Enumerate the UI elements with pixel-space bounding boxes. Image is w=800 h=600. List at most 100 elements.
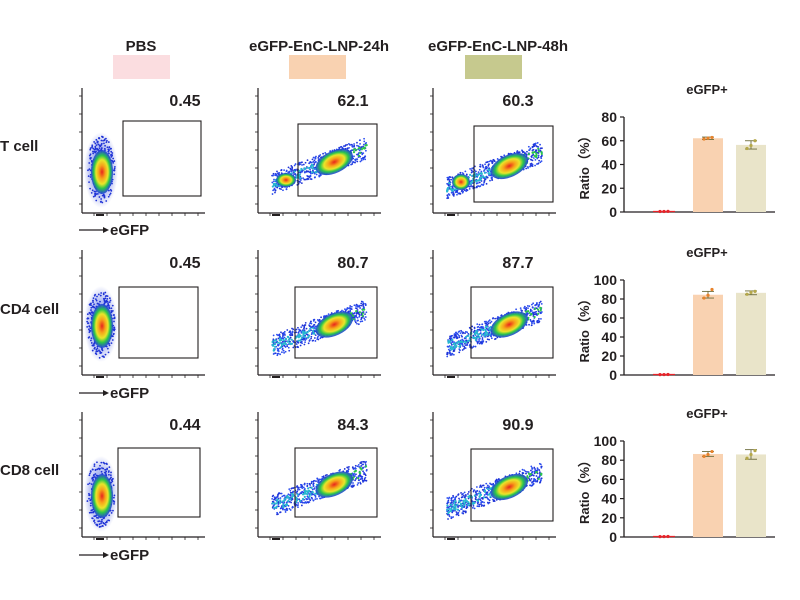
data-point [710,287,714,292]
egfp-axis-label-2: eGFP [79,385,149,402]
flow-plots: 0.45 62.1 60.3 0.45 80.7 87.7 0.44 84.3 90.9 [79,88,556,540]
egfp-label-2: eGFP [110,385,149,402]
flow-plot-r1-c2: 62.1 [255,88,381,216]
y-tick-label: 60 [601,310,617,326]
y-tick-label: 80 [601,452,617,468]
gate [470,286,554,359]
flow-plot-r2-c2: 80.7 [255,250,381,378]
flow-plot-r2-c1: 0.45 [79,250,205,378]
flow-plot-r1-c1: 0.45 [79,88,205,216]
y-axis-label: Ratio（%） [577,292,592,362]
y-tick-label: 20 [601,510,617,526]
data-point [749,143,753,148]
data-point [666,372,670,377]
y-tick-label: 100 [594,433,618,449]
data-point [753,449,757,453]
gate-percentage: 0.44 [169,417,200,434]
data-point [662,534,666,539]
gate-percentage: 0.45 [169,93,200,110]
gate [117,447,201,518]
y-tick-label: 0 [609,204,617,220]
y-tick-label: 100 [594,272,618,288]
chart-title: eGFP+ [686,245,728,260]
y-tick-label: 60 [601,471,617,487]
scatter-points [445,142,543,200]
data-point [749,452,753,457]
data-point [749,290,753,294]
data-point [662,209,666,214]
data-point [753,289,757,293]
chart-title: eGFP+ [686,406,728,421]
flow-plot-r3-c1: 0.44 [79,412,205,540]
gate-percentage: 87.7 [502,255,533,272]
swatch-pbs [113,55,170,79]
scatter-points [446,300,543,358]
bar-chart-3: eGFP+ Ratio（%） 0 20 40 60 80 100 [577,406,775,545]
gate [294,286,378,359]
bar-charts: eGFP+ Ratio（%） 0 20 40 60 80 eGFP+ Ratio（%） 0 20 40… [577,82,775,545]
egfp-label-3: eGFP [110,547,149,564]
flow-plot-r3-c3: 90.9 [430,412,556,540]
data-point [706,136,710,140]
egfp-axis-label-3: eGFP [79,547,149,564]
bar [736,144,766,212]
data-point [658,535,662,539]
y-tick-label: 80 [601,109,617,125]
data-point [662,372,666,377]
flow-plot-r2-c3: 87.7 [430,250,556,378]
y-tick-label: 40 [601,157,617,173]
gate [470,448,554,522]
scatter-points [84,286,118,362]
y-tick-label: 20 [601,180,617,196]
y-axis-label: Ratio（%） [577,129,592,199]
gate-percentage: 0.45 [169,255,200,272]
bar [736,454,766,537]
scatter-points [271,300,368,357]
bar-chart-1: eGFP+ Ratio（%） 0 20 40 60 80 [577,82,775,220]
y-tick-label: 40 [601,491,617,507]
gate [118,286,199,359]
bar [693,294,723,375]
data-point [706,452,710,457]
scatter-points [271,137,368,195]
header-48h: eGFP-EnC-LNP-48h [428,38,568,55]
swatch-48h [465,55,522,79]
gate [294,447,378,518]
y-tick-label: 60 [601,133,617,149]
gate-percentage: 84.3 [337,417,368,434]
data-point [702,296,706,300]
y-tick-label: 20 [601,348,617,364]
bar-chart-2: eGFP+ Ratio（%） 0 20 40 60 80 100 [577,245,775,383]
scatter-points [84,132,118,208]
data-point [710,135,714,140]
scatter-points [84,456,118,532]
data-point [702,454,706,458]
data-point [753,139,757,143]
gate-percentage: 60.3 [502,93,533,110]
flow-plot-r3-c2: 84.3 [255,412,381,540]
gate-percentage: 62.1 [337,93,368,110]
bar [693,453,723,537]
row-label-t-cell: T cell [0,138,38,155]
bar [736,292,766,375]
scatter-points [445,462,543,520]
data-point [745,146,749,151]
gate [122,120,202,197]
row-label-cd8-cell: CD8 cell [0,462,59,479]
data-point [658,209,662,214]
swatch-24h [289,55,346,79]
data-point [658,373,662,377]
data-point [666,209,670,214]
gate [297,123,378,197]
header-pbs: PBS [126,38,157,55]
y-tick-label: 40 [601,329,617,345]
header-24h: eGFP-EnC-LNP-24h [249,38,389,55]
data-point [702,137,706,141]
chart-title: eGFP+ [686,82,728,97]
y-axis-label: Ratio（%） [577,454,592,524]
flow-plot-r1-c3: 60.3 [430,88,556,216]
data-point [710,449,714,454]
data-point [745,456,749,460]
egfp-label-1: eGFP [110,222,149,239]
